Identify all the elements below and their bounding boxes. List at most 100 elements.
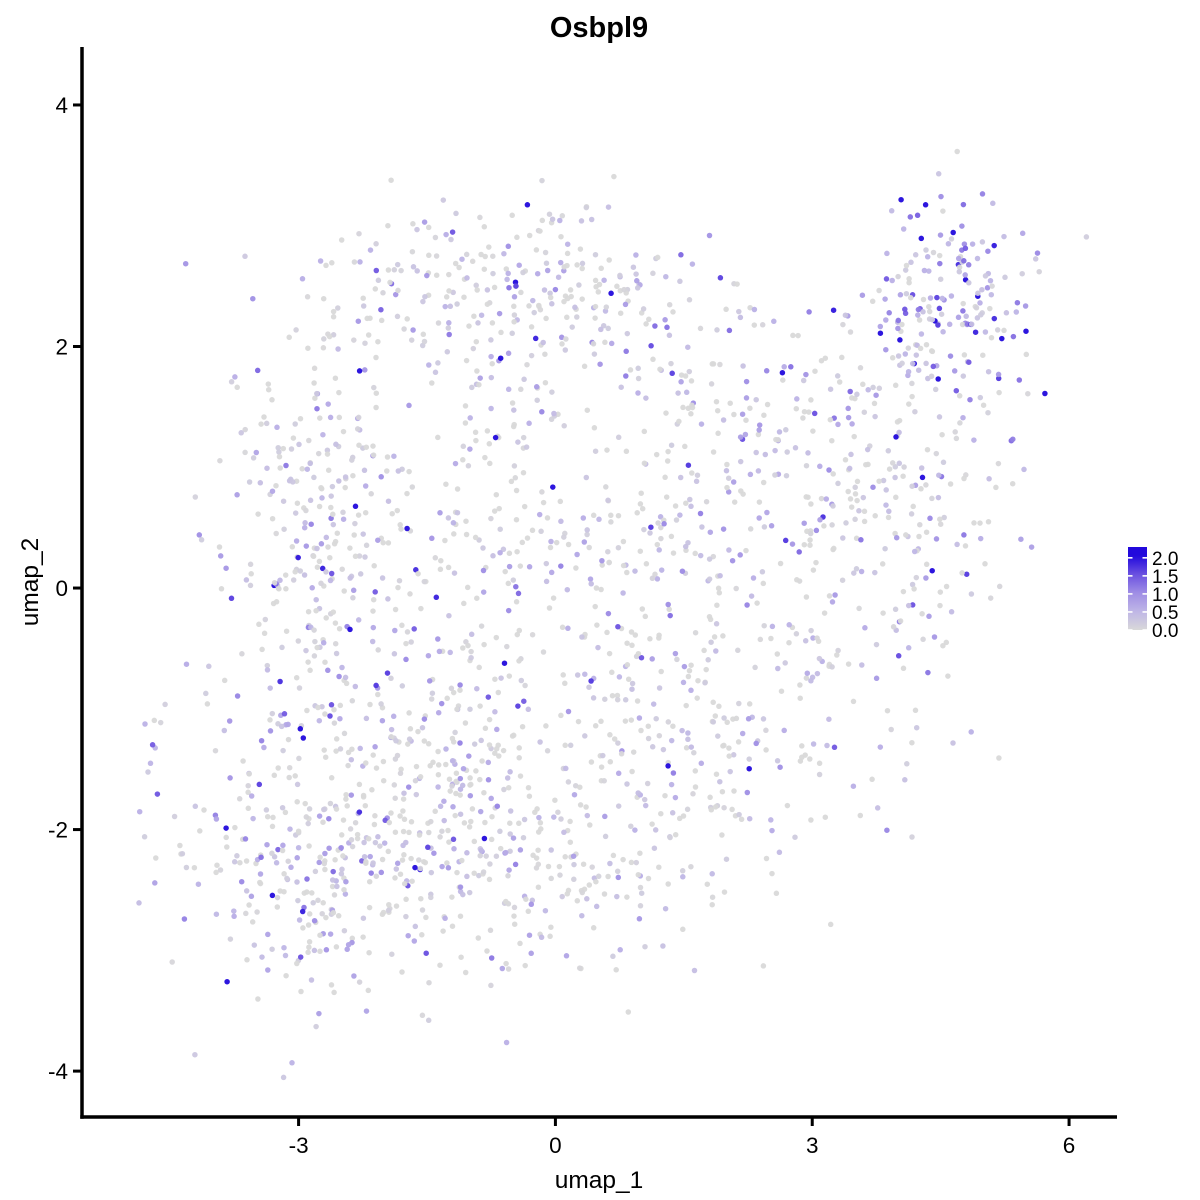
data-point <box>822 355 829 361</box>
data-point <box>270 814 276 821</box>
data-point <box>900 665 907 672</box>
data-point <box>473 282 479 289</box>
data-point <box>445 564 452 571</box>
data-point <box>212 747 219 754</box>
data-point <box>647 530 653 536</box>
data-point <box>373 765 380 771</box>
data-point <box>247 582 254 589</box>
data-point <box>550 595 557 601</box>
data-point <box>632 568 638 574</box>
data-point <box>467 415 473 421</box>
data-point <box>940 459 947 466</box>
data-point <box>634 510 640 516</box>
data-point <box>713 648 719 654</box>
data-point <box>895 325 901 332</box>
data-point <box>495 742 501 748</box>
data-point <box>493 634 500 641</box>
data-point <box>400 796 407 802</box>
data-point <box>660 943 666 949</box>
data-point <box>935 376 941 382</box>
data-point <box>250 455 257 461</box>
data-point <box>666 301 673 308</box>
data-point <box>936 414 943 420</box>
data-point <box>784 802 791 809</box>
data-point <box>548 924 554 930</box>
data-point <box>892 474 898 481</box>
data-point <box>313 596 319 603</box>
data-point <box>256 621 262 628</box>
data-point <box>535 884 542 890</box>
data-point <box>217 553 224 559</box>
data-point <box>416 832 423 838</box>
data-point <box>552 797 558 803</box>
data-point <box>571 876 577 883</box>
data-point <box>136 900 142 906</box>
data-point <box>330 909 337 916</box>
data-point <box>764 509 770 516</box>
data-point <box>405 932 411 939</box>
data-point <box>852 395 858 402</box>
data-point <box>417 865 424 872</box>
data-point <box>668 533 675 540</box>
data-point <box>547 290 553 296</box>
data-point <box>637 501 644 507</box>
data-point <box>449 758 456 764</box>
data-point <box>664 324 670 331</box>
data-point <box>397 871 404 877</box>
data-point <box>286 334 292 341</box>
data-point <box>662 792 668 799</box>
data-point <box>677 474 684 481</box>
data-point <box>853 535 860 542</box>
data-point <box>223 565 229 571</box>
data-point <box>742 431 749 438</box>
data-point <box>863 461 869 468</box>
data-point <box>906 276 912 282</box>
data-point <box>337 746 344 752</box>
data-point <box>324 447 331 453</box>
data-point <box>403 896 409 903</box>
data-point <box>903 290 910 297</box>
data-point <box>467 775 473 781</box>
data-point <box>954 541 960 548</box>
data-point <box>506 673 513 679</box>
data-point <box>526 564 533 570</box>
data-point <box>367 701 373 708</box>
data-point <box>558 563 564 569</box>
data-point <box>645 875 652 882</box>
data-point <box>920 636 926 643</box>
data-point <box>444 695 450 702</box>
data-point <box>546 211 553 217</box>
data-point <box>919 474 926 481</box>
data-point <box>614 868 621 875</box>
data-point <box>559 893 565 900</box>
data-point <box>355 414 362 421</box>
data-point <box>614 283 620 290</box>
data-point <box>708 381 715 387</box>
data-point <box>1002 274 1008 281</box>
data-point <box>466 824 473 830</box>
data-point <box>380 909 387 916</box>
data-point <box>386 901 392 908</box>
data-point <box>635 375 642 382</box>
data-point <box>309 585 315 591</box>
data-point <box>701 647 707 654</box>
data-point <box>628 629 635 635</box>
data-point <box>294 879 300 885</box>
data-point <box>831 545 837 552</box>
data-point <box>286 774 292 781</box>
data-point <box>1022 303 1029 309</box>
data-point <box>884 827 890 833</box>
data-point <box>723 467 730 474</box>
data-point <box>903 532 909 538</box>
data-point <box>388 734 394 740</box>
data-point <box>620 856 626 863</box>
data-point <box>614 696 621 703</box>
data-point <box>206 663 212 670</box>
data-point <box>539 489 545 495</box>
data-point <box>587 822 593 828</box>
data-point <box>936 472 942 478</box>
data-point <box>352 520 358 527</box>
data-point <box>829 664 835 670</box>
data-point <box>667 612 673 619</box>
data-point <box>410 327 416 333</box>
